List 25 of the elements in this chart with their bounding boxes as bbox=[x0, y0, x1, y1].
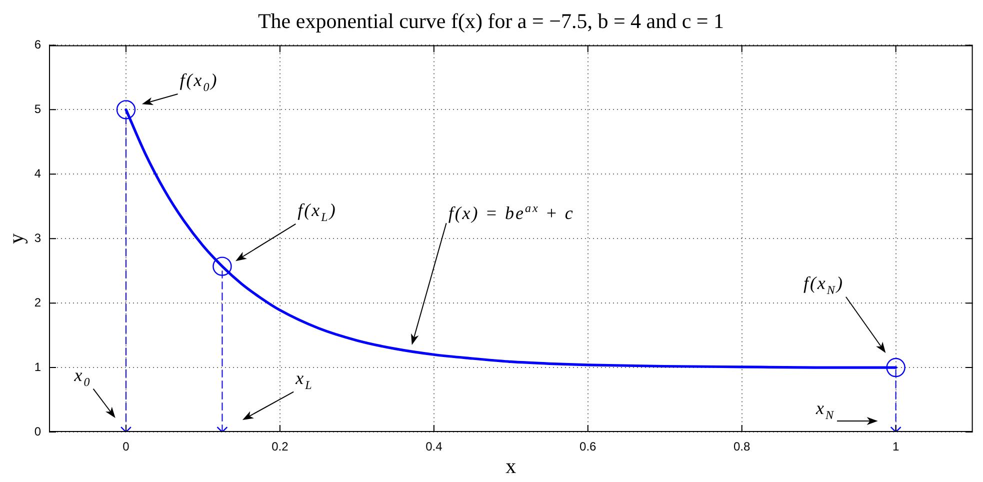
annotation: f(x) = be$^{ax}$ + c bbox=[448, 201, 574, 224]
annotation: x$_{0}$ bbox=[74, 365, 92, 389]
point bbox=[212, 256, 232, 276]
x-tick-label: 0.2 bbox=[272, 440, 289, 454]
x-tick-label: 0.6 bbox=[580, 440, 597, 454]
annotation: f(x$_{N}$) bbox=[803, 273, 844, 297]
annotation: f(x$_{0}$) bbox=[180, 70, 218, 94]
x-tick-label: 0.4 bbox=[426, 440, 443, 454]
x-tick-label: 1 bbox=[892, 440, 900, 454]
y-tick-label: 2 bbox=[34, 295, 42, 310]
y-tick-label: 6 bbox=[34, 38, 42, 52]
annotation: x$_{N}$ bbox=[816, 398, 836, 422]
chart-title: The exponential curve f(x) for a = −7.5, b = 4 and c = 1 bbox=[258, 9, 724, 34]
y-axis-title: y bbox=[4, 232, 28, 244]
y-tick-label: 5 bbox=[34, 102, 42, 116]
annotation: f(x$_{L}$) bbox=[298, 200, 337, 224]
y-tick-label: 0 bbox=[34, 424, 42, 438]
y-tick-label: 3 bbox=[34, 230, 42, 245]
x-tick-label: 0 bbox=[122, 440, 130, 454]
point bbox=[116, 100, 136, 120]
x-tick-label: 0.8 bbox=[734, 440, 751, 454]
annotation: x$_{L}$ bbox=[296, 368, 314, 392]
y-tick-label: 1 bbox=[34, 360, 42, 374]
x-axis-title: x bbox=[506, 454, 517, 478]
y-tick-label: 4 bbox=[34, 166, 42, 180]
